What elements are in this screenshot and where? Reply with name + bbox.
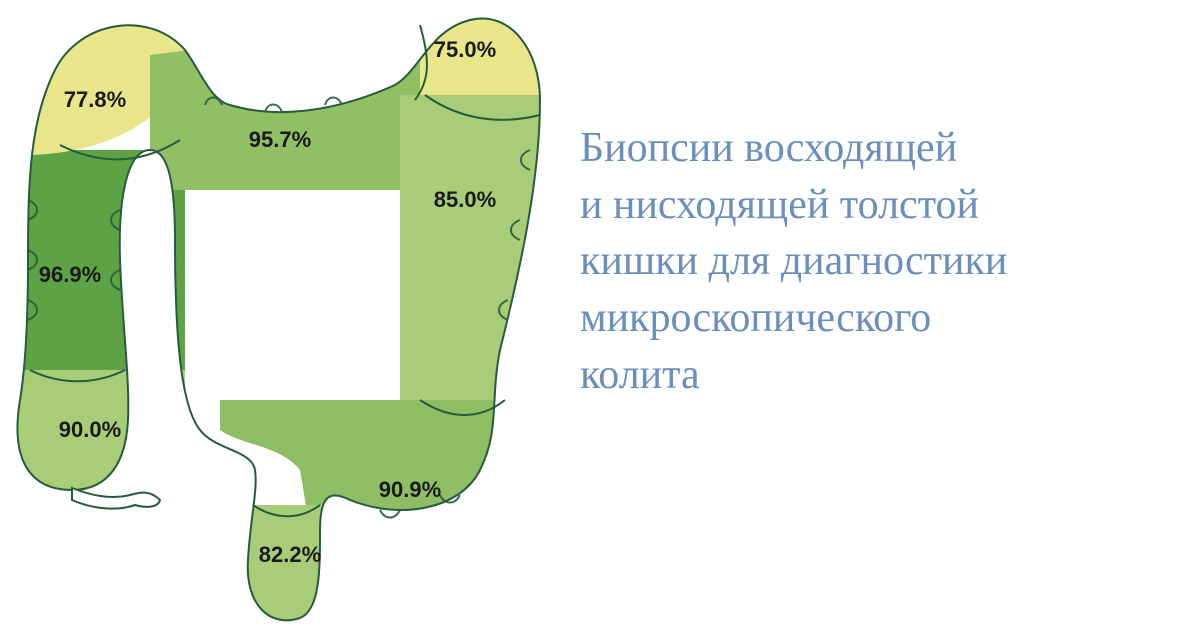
title-line-1: Биопсии восходящей (580, 120, 1007, 177)
stage: 77.8% 75.0% 95.7% 85.0% 96.9% 90.0% 90.9… (0, 0, 1200, 630)
pct-ascending: 96.9% (39, 262, 101, 288)
title-line-3: кишки для диагностики (580, 233, 1007, 290)
seg-descending (400, 95, 570, 410)
pct-rectum: 82.2% (259, 542, 321, 568)
title-line-2: и нисходящей толстой (580, 177, 1007, 234)
pct-descending: 85.0% (434, 187, 496, 213)
pct-hepatic-flexure: 77.8% (64, 87, 126, 113)
pct-splenic-flexure: 75.0% (434, 37, 496, 63)
title-line-4: микроскопического (580, 290, 1007, 347)
appendix (72, 488, 160, 509)
seg-transverse (150, 20, 435, 190)
pct-transverse: 95.7% (249, 127, 311, 153)
pct-sigmoid: 90.9% (379, 477, 441, 503)
title-line-5: колита (580, 347, 1007, 404)
pct-cecum: 90.0% (59, 417, 121, 443)
page-title: Биопсии восходящей и нисходящей толстой … (580, 120, 1007, 403)
